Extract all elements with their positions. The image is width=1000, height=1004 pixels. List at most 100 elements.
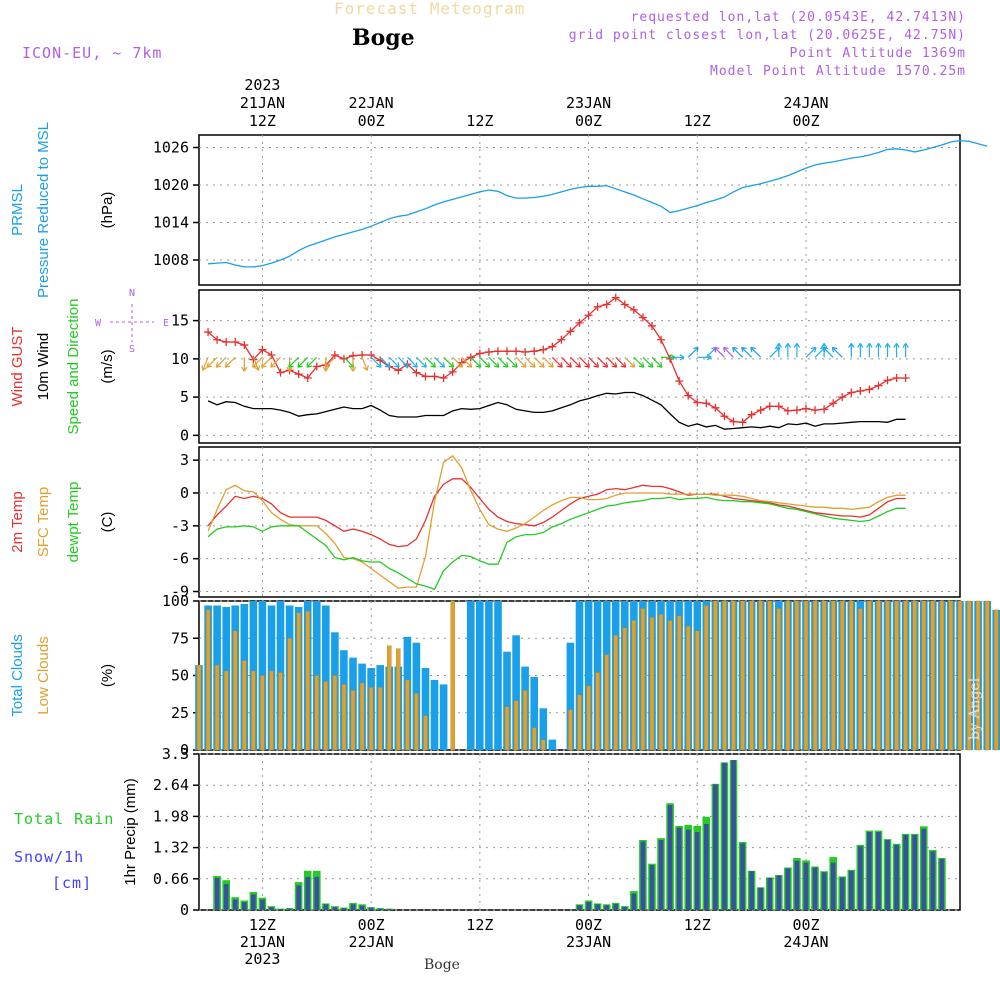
wind-direction-arrow [570,356,581,368]
snow-bar [731,760,736,910]
wind-arrow-head [502,362,509,368]
bottom-time-label: 22JAN [349,933,394,951]
gust-marker [702,399,711,408]
low-cloud-bar [405,679,410,751]
wind-arrow-head [857,342,864,348]
wind-arrow-head [376,362,382,368]
gust-marker [738,418,747,427]
snow-bar [921,828,927,910]
total-cloud-bar [584,601,593,750]
low-cloud-bar [785,600,791,751]
wind-direction-arrow [206,356,218,368]
gust-marker [276,368,285,377]
y-tick-label: 1.98 [153,807,189,825]
low-cloud-bar [513,700,519,751]
wind-arrow-head [575,362,581,368]
series-line-10m-wind [207,391,906,430]
low-cloud-bar [414,693,419,751]
snow-bar [912,834,917,910]
snow-bar [722,762,727,910]
low-cloud-bar [758,600,763,751]
point-altitude: Point Altitude 1369m [789,46,966,61]
low-cloud-bar [849,600,854,751]
total-cloud-bar [530,677,538,750]
gust-marker [521,347,530,356]
wind-direction-arrow [461,356,473,368]
wind-arrow-head [466,362,473,368]
gust-marker [258,345,267,354]
wind-direction-arrow [624,356,636,368]
gust-marker [231,338,240,347]
bottom-time-label: 12Z [684,916,711,934]
top-time-label: 22JAN [349,94,394,112]
wind-arrow-head [741,346,747,353]
low-cloud-bar [278,672,283,751]
y-tick-label: 0 [180,901,189,919]
total-cloud-bar [467,601,475,750]
snow-bar [640,841,646,910]
y-tick-label: -6 [171,550,189,568]
gust-marker [792,406,801,415]
gust-marker [439,373,448,382]
gust-marker [638,313,647,322]
wind-direction-arrow [270,356,281,368]
low-cloud-bar [975,600,981,751]
gust-marker [584,311,593,320]
low-cloud-bar [595,672,600,751]
panel-label: Total Rain [14,810,114,828]
y-tick-label: 1014 [153,214,189,232]
top-time-label: 00Z [358,112,385,130]
wind-arrow-head [241,366,248,372]
wind-direction-arrow [588,356,599,368]
y-tick-label: 100 [162,592,189,610]
low-cloud-bar [423,715,428,751]
wind-direction-arrow [379,356,391,368]
snow-bar [260,899,265,910]
low-cloud-bar [522,690,528,751]
y-tick-label: -3 [171,517,189,535]
wind-arrow-head [530,362,536,368]
panel-clouds: 0 25 50 75 100 Total Clouds Low Clouds (%) [9,592,1000,759]
y-tick-label: 25 [171,704,189,722]
gust-marker [448,367,457,376]
panel-label: Total Clouds [9,634,26,717]
snow-bar [776,875,782,910]
gust-marker [339,354,348,363]
gust-marker [756,406,765,415]
gust-marker [394,366,403,375]
y-tick-label: 3 [180,451,189,469]
gust-marker [611,293,620,302]
y-tick-label: 10 [171,350,189,368]
snow-bar [894,844,899,910]
gust-marker [539,345,548,354]
model-label: ICON-EU, ~ 7km [22,44,163,62]
low-cloud-bar [532,727,537,751]
wind-arrow-head [254,365,261,371]
snow-bar [323,904,329,910]
total-cloud-bar [548,739,557,750]
y-tick-label: 0 [180,741,189,759]
wind-arrow-head [520,362,527,368]
wind-direction-arrow [215,356,227,368]
wind-direction-arrow [343,356,355,368]
gust-marker [620,300,629,309]
series-line-sfc-temp [207,454,906,589]
wind-arrow-head [539,362,545,368]
wind-direction-arrow [533,356,545,368]
gust-marker [475,349,484,358]
series-line-pressure [208,139,988,268]
panel-label: PRMSL [9,184,26,236]
snow-bar [622,906,628,910]
gust-marker [421,372,430,381]
wind-direction-arrow [497,356,509,368]
snow-bar [269,907,274,910]
wind-direction-arrow [769,346,781,358]
wind-arrow-head [566,362,572,368]
snow-bar [359,905,365,910]
compass-e-label: E [163,318,169,329]
model-point-altitude: Model Point Altitude 1570.25m [710,64,966,79]
total-cloud-bar [476,601,484,750]
gust-marker [575,318,584,327]
wind-arrow-head [784,342,792,348]
